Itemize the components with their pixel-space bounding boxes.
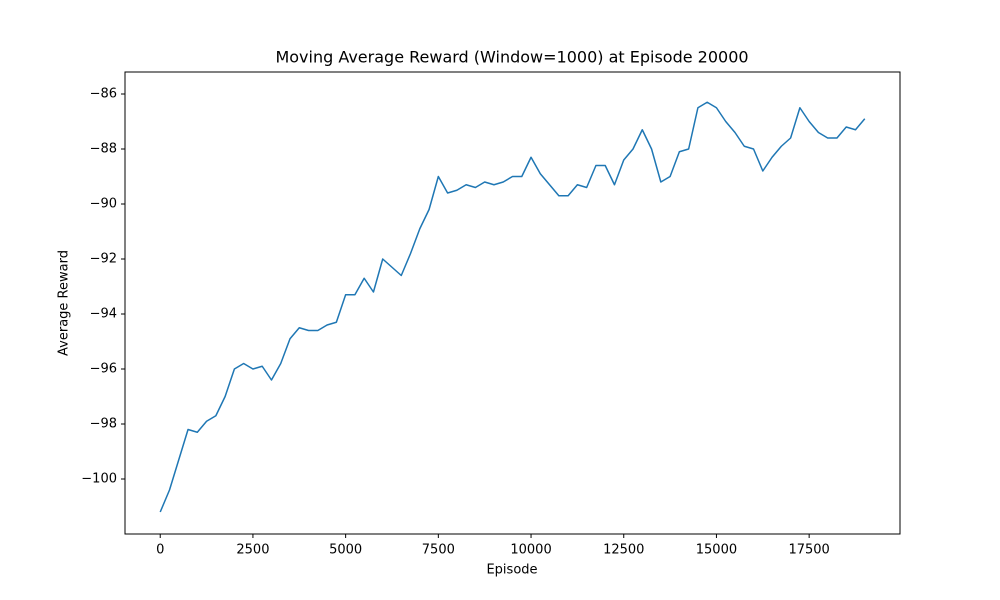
- y-tick-label: −86: [90, 87, 117, 102]
- y-tick-label: −92: [90, 252, 117, 267]
- x-tick-label: 0: [156, 543, 164, 558]
- x-axis-label: Episode: [486, 563, 537, 578]
- x-tick-label: 12500: [603, 543, 644, 558]
- x-tick-label: 15000: [696, 543, 737, 558]
- y-tick-label: −98: [90, 417, 117, 432]
- x-tick-label: 10000: [510, 543, 551, 558]
- y-tick-label: −100: [81, 472, 117, 487]
- chart-title: Moving Average Reward (Window=1000) at E…: [275, 48, 748, 67]
- y-tick-label: −94: [90, 307, 117, 322]
- y-tick-label: −88: [90, 142, 117, 157]
- line-series: [159, 101, 866, 513]
- x-tick-label: 17500: [788, 543, 829, 558]
- plot-frame: [124, 71, 901, 535]
- x-tick-label: 2500: [236, 543, 269, 558]
- y-tick-label: −96: [90, 362, 117, 377]
- y-axis-label: Average Reward: [57, 250, 72, 356]
- x-tick-label: 5000: [329, 543, 362, 558]
- y-tick-label: −90: [90, 197, 117, 212]
- x-tick-label: 7500: [422, 543, 455, 558]
